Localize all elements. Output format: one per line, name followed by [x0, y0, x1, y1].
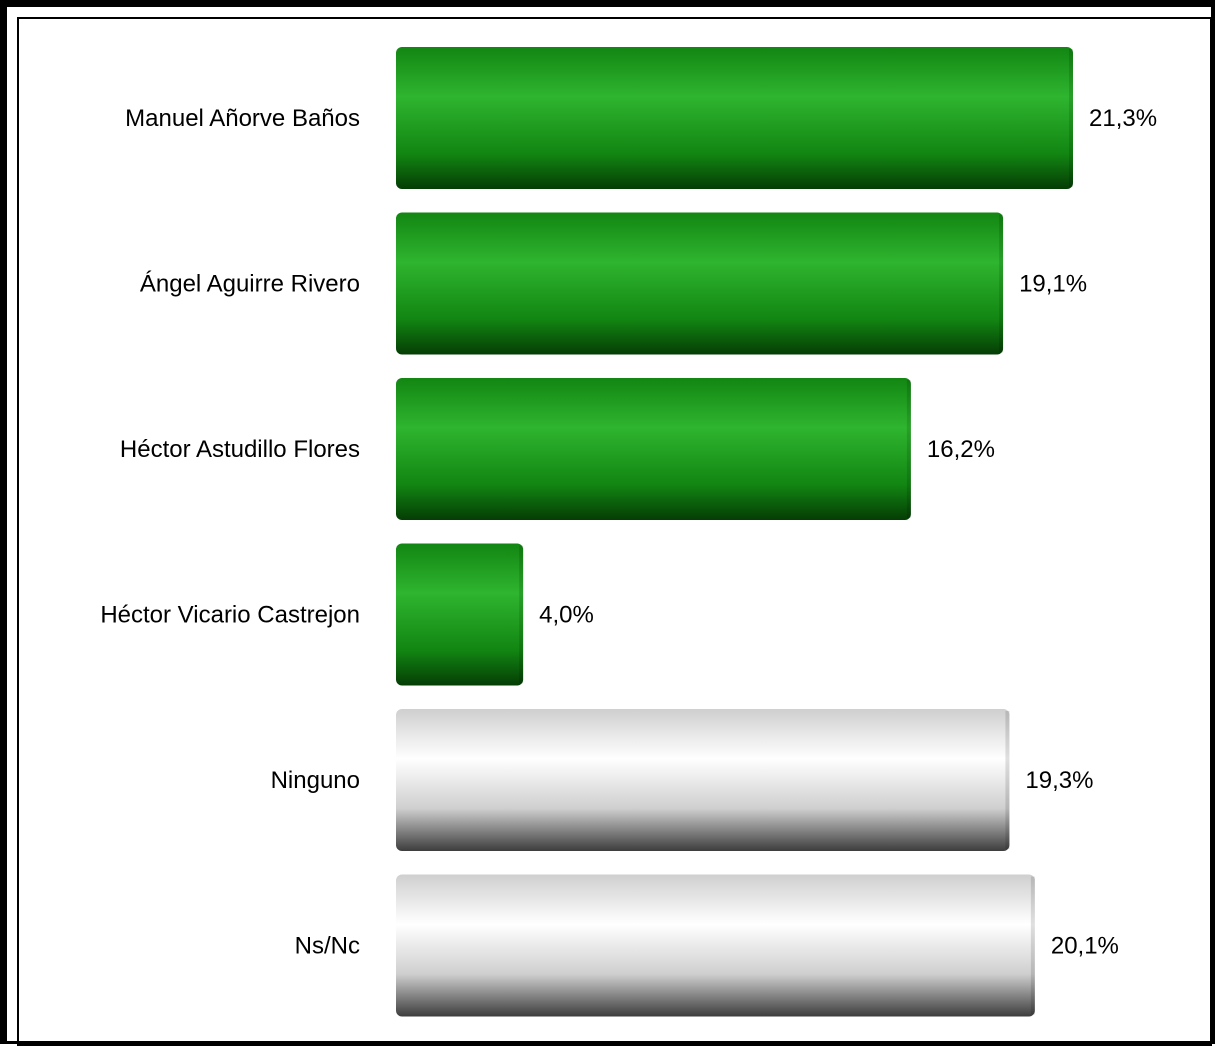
- value-label-manuel-anorve-banos: 21,3%: [1089, 105, 1157, 132]
- bar-ns-nc: [396, 874, 1035, 1017]
- value-label-hector-vicario-castrejon: 4,0%: [539, 602, 594, 629]
- value-label-ninguno: 19,3%: [1025, 767, 1093, 794]
- value-label-ns-nc: 20,1%: [1051, 933, 1119, 960]
- category-label-manuel-anorve-banos: Manuel Añorve Baños: [125, 105, 360, 132]
- category-label-ninguno: Ninguno: [271, 767, 360, 794]
- bar-edge-hector-astudillo-flores: [906, 380, 911, 518]
- value-label-hector-astudillo-flores: 16,2%: [927, 436, 995, 463]
- bar-edge-angel-aguirre-rivero: [999, 214, 1004, 353]
- bar-manuel-anorve-banos: [396, 47, 1073, 189]
- category-label-hector-vicario-castrejon: Héctor Vicario Castrejon: [100, 602, 360, 629]
- value-label-angel-aguirre-rivero: 19,1%: [1019, 271, 1087, 298]
- bar-edge-manuel-anorve-banos: [1069, 49, 1073, 187]
- bar-hector-astudillo-flores: [396, 378, 911, 520]
- bar-ninguno: [396, 709, 1010, 851]
- category-label-angel-aguirre-rivero: Ángel Aguirre Rivero: [140, 271, 360, 298]
- bar-edge-ns-nc: [1030, 876, 1035, 1015]
- category-label-ns-nc: Ns/Nc: [295, 933, 360, 960]
- bar-edge-hector-vicario-castrejon: [519, 545, 524, 684]
- category-label-hector-astudillo-flores: Héctor Astudillo Flores: [120, 436, 360, 463]
- bar-edge-ninguno: [1005, 711, 1010, 849]
- bar-hector-vicario-castrejon: [396, 543, 524, 686]
- bar-angel-aguirre-rivero: [396, 212, 1004, 355]
